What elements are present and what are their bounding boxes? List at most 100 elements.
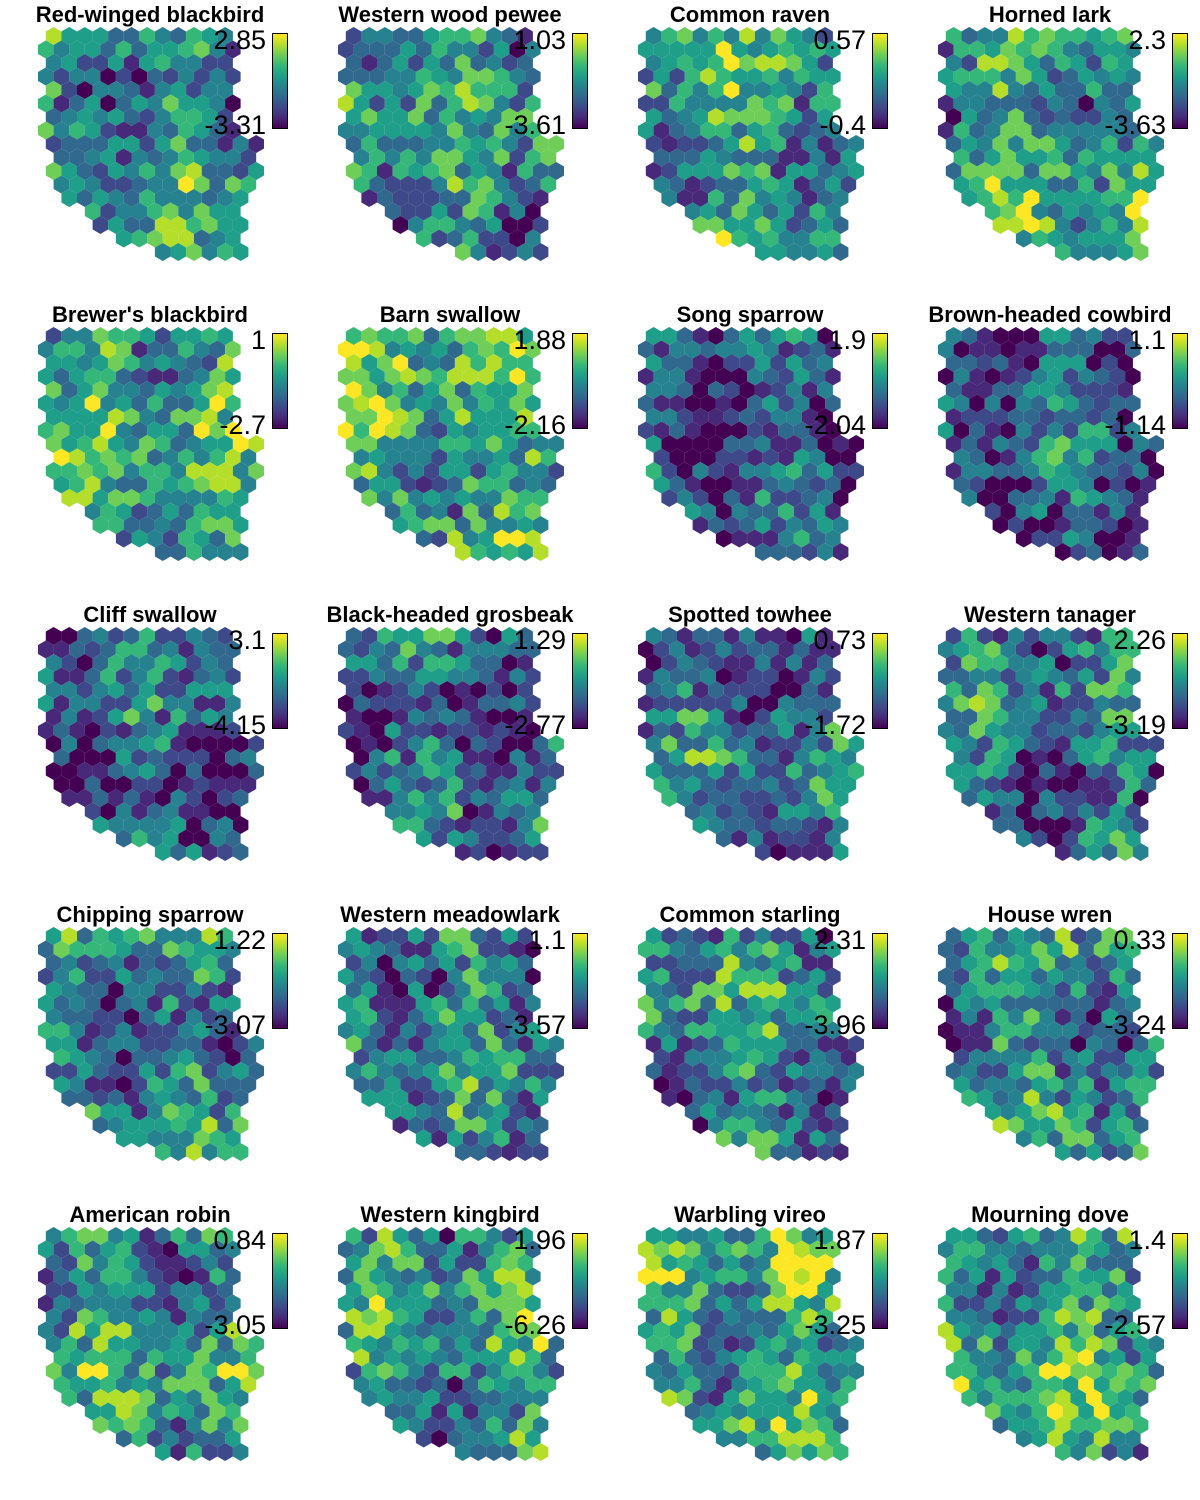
hex-cell <box>532 216 549 234</box>
hex-cell <box>770 735 787 753</box>
hex-cell <box>439 981 455 999</box>
hex-cell <box>170 1227 187 1245</box>
hex-cell <box>825 1102 841 1121</box>
hex-cell <box>61 189 77 207</box>
hex-cell <box>984 721 1001 740</box>
hex-cell <box>638 367 654 386</box>
hex-cell <box>661 1062 677 1080</box>
hex-cell <box>1062 721 1079 740</box>
hex-cell <box>131 529 148 548</box>
hex-cell <box>478 694 494 713</box>
hex-cell <box>1031 1048 1048 1067</box>
hex-cell <box>415 1402 432 1421</box>
hex-cell <box>100 340 116 359</box>
hex-cell <box>684 1375 701 1394</box>
hex-cell <box>108 1254 124 1272</box>
hex-cell <box>100 940 116 959</box>
hex-cell <box>478 148 494 167</box>
hex-cell <box>338 1294 354 1313</box>
hex-cell <box>139 654 155 672</box>
hex-cell <box>1031 1075 1048 1094</box>
hex-cell <box>992 981 1009 999</box>
hex-cell <box>677 981 693 999</box>
hex-cell <box>248 462 264 480</box>
hex-cell <box>677 954 693 972</box>
hex-cell <box>1047 1021 1063 1040</box>
hex-cell <box>653 1348 670 1367</box>
hex-cell <box>139 1116 155 1134</box>
hex-cell <box>400 667 416 686</box>
hex-cell <box>147 121 163 140</box>
hex-cell <box>825 1048 841 1067</box>
hex-cell <box>1008 789 1024 807</box>
hex-cell <box>201 1362 218 1380</box>
hex-cell <box>501 654 518 672</box>
hex-cell <box>692 381 709 399</box>
hex-cell <box>770 81 787 99</box>
colorbar-min-label: -3.24 <box>1104 1010 1166 1040</box>
hex-cell <box>423 81 440 99</box>
hex-cell <box>945 435 962 453</box>
hex-cell <box>661 135 677 153</box>
hex-cell <box>677 54 693 72</box>
hex-cell <box>984 121 1001 140</box>
hex-cell <box>154 1281 171 1299</box>
hex-cell <box>415 940 432 959</box>
hex-cell <box>345 54 362 72</box>
hex-cell <box>69 1267 85 1286</box>
hex-cell <box>825 148 841 167</box>
hex-cell <box>486 762 502 780</box>
hex-cell <box>493 202 510 221</box>
hex-cell <box>692 516 709 534</box>
hex-cell <box>53 775 70 794</box>
hex-cell <box>139 1008 155 1026</box>
hex-cell <box>408 1062 424 1080</box>
hex-cell <box>361 1254 377 1272</box>
hex-cell <box>217 27 233 45</box>
hex-cell <box>501 27 518 45</box>
hex-cell <box>1109 1375 1126 1394</box>
hex-cell <box>754 1254 771 1272</box>
hex-cell <box>809 175 826 194</box>
colorbar-max-label: 2.85 <box>213 25 266 55</box>
hex-cell <box>415 694 432 713</box>
hex-cell <box>470 516 487 534</box>
hex-cell <box>540 1348 557 1367</box>
hex-cell <box>1117 981 1133 999</box>
hex-cell <box>162 1294 179 1313</box>
hex-cell <box>832 816 849 834</box>
hex-cell <box>1078 367 1094 386</box>
hex-cell <box>731 67 748 86</box>
hex-cell <box>408 1389 424 1407</box>
hex-cell <box>431 475 448 494</box>
hex-cell <box>1070 27 1087 45</box>
hex-cell <box>809 367 826 386</box>
hex-cell <box>147 694 163 713</box>
hex-cell <box>1109 367 1126 386</box>
hex-cell <box>486 1254 502 1272</box>
hex-cell <box>754 1089 771 1107</box>
hex-cell <box>377 135 393 153</box>
hex-cell <box>1023 789 1040 807</box>
hex-cell <box>423 1062 440 1080</box>
hex-cell <box>154 462 171 480</box>
hex-cell <box>178 448 194 467</box>
hex-cell <box>517 108 533 126</box>
hex-cell <box>209 1429 226 1448</box>
hex-cell <box>817 654 833 672</box>
hex-cell <box>384 1267 401 1286</box>
hex-cell <box>548 735 564 753</box>
hex-cell <box>439 627 455 645</box>
hex-cell <box>338 1267 354 1286</box>
hex-cell <box>170 516 187 534</box>
hex-cell <box>1109 340 1126 359</box>
hex-cell <box>232 489 249 507</box>
hex-cell <box>217 1089 233 1107</box>
hex-cell <box>447 529 463 548</box>
hex-cell <box>938 67 954 86</box>
hex-cell <box>708 516 724 534</box>
hex-cell <box>1054 1035 1071 1053</box>
hex-cell <box>1000 1048 1016 1067</box>
hex-cell <box>1086 216 1102 234</box>
hex-cell <box>1093 394 1110 413</box>
